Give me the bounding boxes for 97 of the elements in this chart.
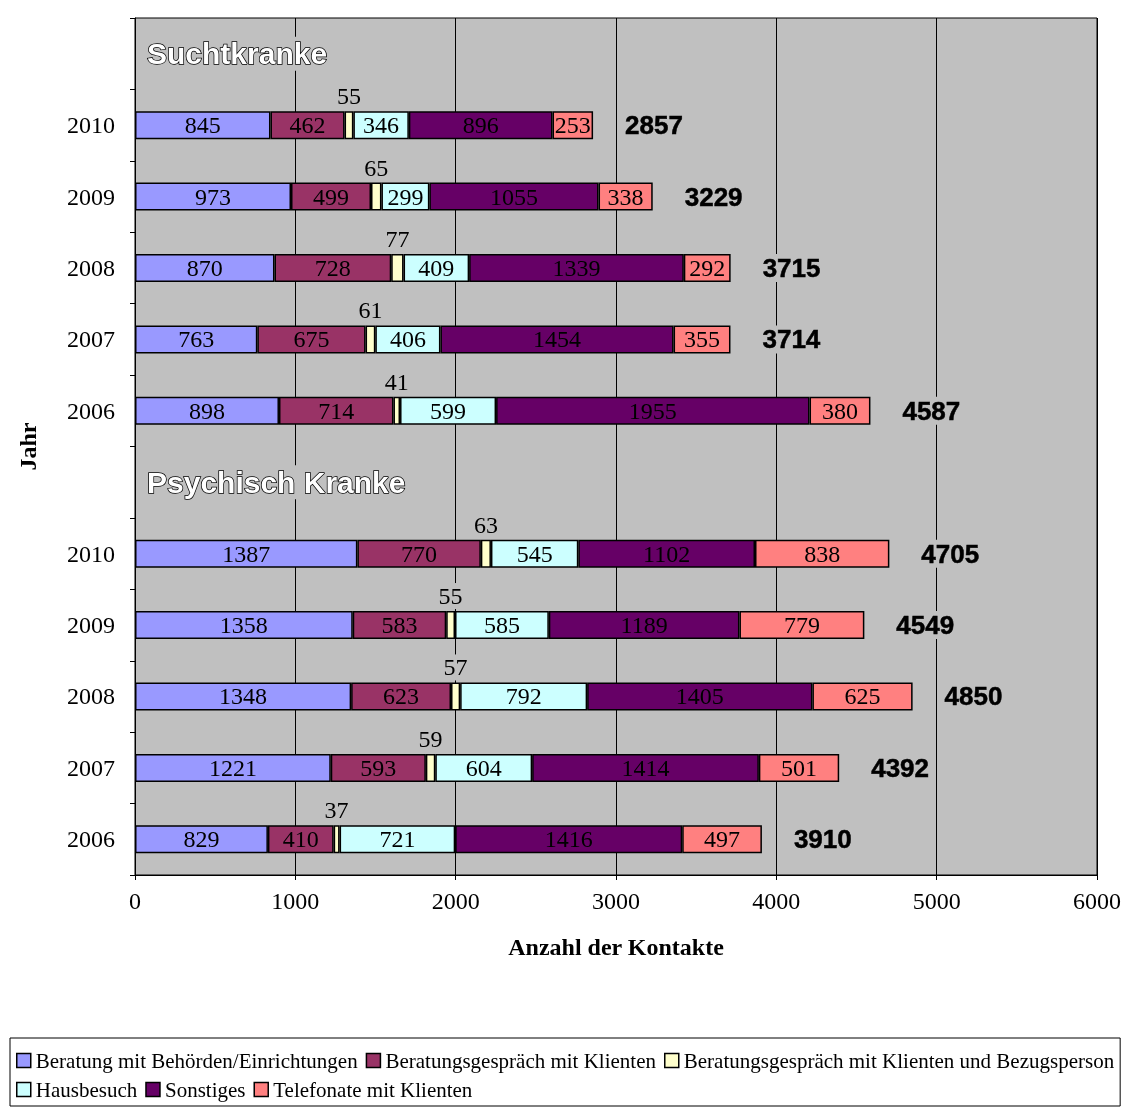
legend-label: Beratungsgespräch mit Klienten und Bezugsperson	[683, 1048, 1115, 1073]
data-label: 59	[418, 725, 443, 752]
total-label: 3910	[793, 824, 852, 855]
x-tick-label: 3000	[592, 888, 640, 914]
data-label: 1955	[628, 397, 677, 424]
data-label: 497	[704, 826, 741, 853]
data-label: 599	[430, 397, 467, 424]
data-label: 721	[379, 826, 416, 853]
y-tick-label: 2006	[67, 397, 115, 424]
data-label: 1221	[208, 754, 257, 781]
y-tick-label: 2007	[67, 754, 115, 781]
data-label: 770	[401, 540, 438, 567]
total-label: 4587	[902, 395, 961, 426]
data-label: 65	[364, 154, 389, 181]
data-label: 501	[781, 754, 818, 781]
data-label: 406	[389, 326, 426, 353]
data-label: 77	[385, 225, 410, 252]
total-label: 4392	[871, 752, 930, 783]
data-label: 41	[384, 368, 409, 395]
data-label: 55	[438, 583, 463, 610]
legend-label: Sonstiges	[164, 1077, 246, 1102]
y-tick-label: 2007	[67, 326, 115, 353]
data-label: 462	[289, 112, 326, 139]
data-label: 380	[821, 397, 858, 424]
data-label: 779	[783, 612, 820, 639]
data-label: 623	[383, 683, 420, 710]
data-label: 37	[324, 797, 349, 824]
total-label: 3229	[684, 181, 743, 212]
x-tick-label: 0	[129, 888, 141, 914]
total-label: 4705	[921, 538, 980, 569]
annotation: Suchtkranke	[147, 37, 328, 71]
y-tick-label: 2009	[67, 612, 115, 639]
legend-label: Beratungsgespräch mit Klienten	[385, 1048, 657, 1073]
data-label: 898	[188, 397, 225, 424]
legend-label: Telefonate mit Klienten	[273, 1077, 473, 1102]
total-label: 2857	[625, 110, 683, 141]
data-label: 355	[684, 326, 721, 353]
data-label: 499	[313, 183, 350, 210]
data-label: 299	[387, 183, 424, 210]
legend-label: Hausbesuch	[35, 1077, 138, 1102]
x-axis-title: Anzahl der Kontakte	[508, 934, 725, 960]
y-tick-label: 2010	[67, 112, 115, 139]
data-label: 253	[554, 112, 591, 139]
data-label: 1358	[219, 612, 268, 639]
data-label: 1102	[643, 540, 691, 567]
y-tick-label: 2008	[67, 683, 115, 710]
data-label: 346	[363, 112, 400, 139]
data-label: 845	[184, 112, 221, 139]
x-tick-label: 2000	[431, 888, 480, 914]
data-label: 896	[462, 112, 499, 139]
data-label: 338	[607, 183, 644, 210]
total-label: 4549	[896, 610, 955, 641]
data-label: 604	[465, 754, 502, 781]
data-label: 409	[418, 254, 455, 281]
data-label: 545	[516, 540, 553, 567]
data-label: 585	[483, 612, 520, 639]
data-label: 593	[360, 754, 397, 781]
legend-label: Beratung mit Behörden/Einrichtungen	[35, 1048, 359, 1073]
x-tick-label: 6000	[1073, 888, 1121, 914]
data-label: 583	[381, 612, 418, 639]
data-label: 973	[195, 183, 231, 210]
data-label: 625	[844, 683, 881, 710]
data-label: 838	[804, 540, 841, 567]
data-label: 1339	[552, 254, 601, 281]
data-label: 292	[689, 254, 726, 281]
y-tick-label: 2006	[67, 826, 115, 853]
total-label: 4850	[944, 681, 1003, 712]
data-label: 1405	[675, 683, 724, 710]
x-tick-label: 1000	[271, 888, 320, 914]
total-label: 3715	[762, 252, 821, 283]
data-label: 829	[183, 826, 220, 853]
y-tick-label: 2009	[67, 183, 115, 210]
data-label: 714	[318, 397, 355, 424]
data-label: 1387	[222, 540, 271, 567]
data-label: 675	[293, 326, 330, 353]
data-label: 63	[473, 511, 498, 538]
data-label: 410	[282, 826, 319, 853]
data-label: 728	[314, 254, 351, 281]
data-label: 792	[505, 683, 542, 710]
data-label: 1416	[544, 826, 593, 853]
x-tick-label: 4000	[752, 888, 801, 914]
x-tick-label: 5000	[912, 888, 961, 914]
data-label: 1454	[533, 326, 581, 353]
y-tick-label: 2008	[67, 254, 115, 281]
data-label: 1348	[219, 683, 268, 710]
data-label: 61	[358, 297, 383, 324]
data-label: 870	[186, 254, 223, 281]
data-label: 57	[443, 654, 468, 681]
annotation: Psychisch Kranke	[147, 465, 406, 499]
total-label: 3714	[762, 324, 821, 355]
data-label: 1055	[489, 183, 538, 210]
data-label: 763	[178, 326, 215, 353]
data-label: 1414	[621, 754, 670, 781]
data-label: 55	[336, 83, 361, 110]
y-tick-label: 2010	[67, 540, 115, 567]
y-axis-title: Jahr	[15, 422, 41, 471]
data-label: 1189	[620, 612, 668, 639]
